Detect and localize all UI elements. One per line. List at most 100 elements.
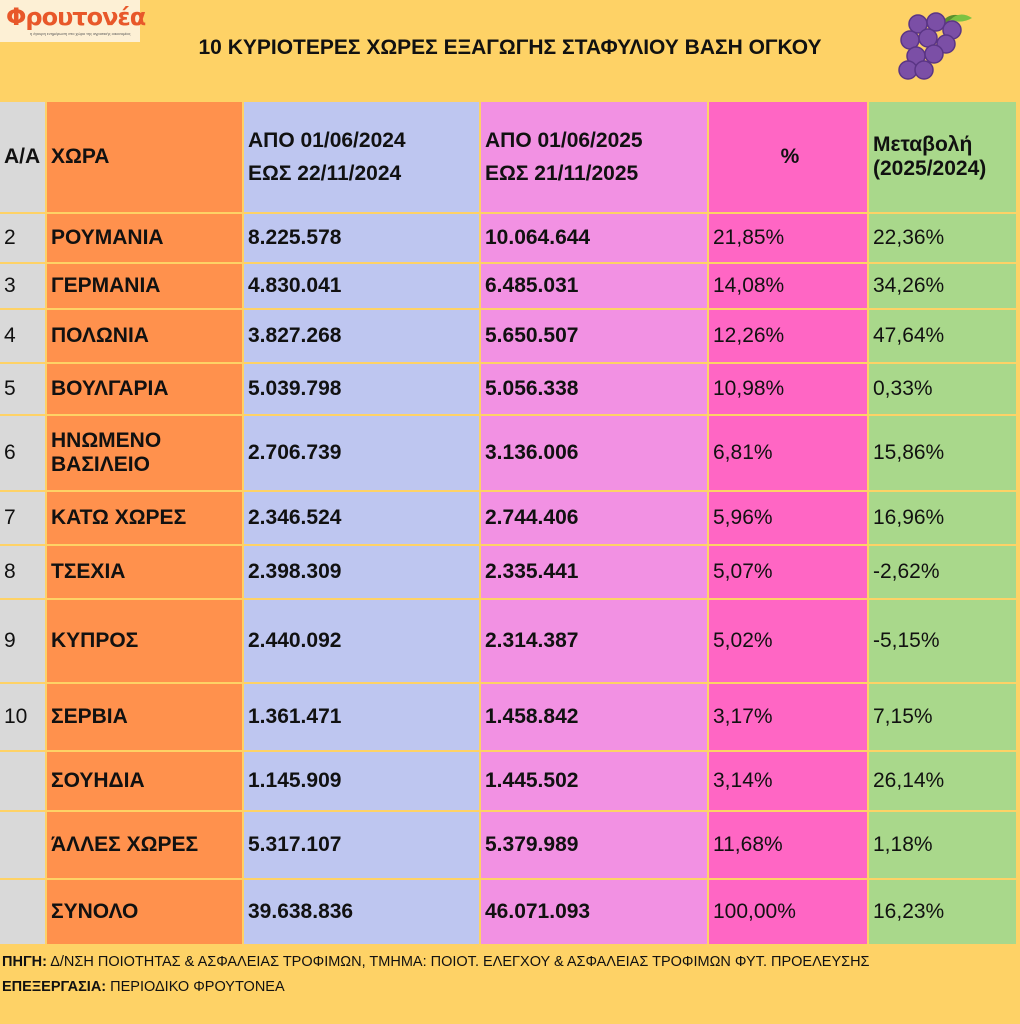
logo: Φρουτονέα η έγκυρη ενημέρωση στο χώρο τη… <box>0 0 146 42</box>
cell-aa: 7 <box>0 492 45 544</box>
cell-country: ΣΕΡΒΙΑ <box>47 684 242 750</box>
cell-aa: 5 <box>0 364 45 414</box>
cell-aa: 9 <box>0 600 45 682</box>
cell-share: 14,08% <box>709 264 867 308</box>
cell-y2025: 3.136.006 <box>481 416 707 490</box>
table-row: ΣΥΝΟΛΟ 39.638.836 46.071.093 100,00% 16,23% <box>0 880 1016 944</box>
cell-y2024: 8.225.578 <box>244 214 479 262</box>
cell-share: 5,96% <box>709 492 867 544</box>
cell-aa: 2 <box>0 214 45 262</box>
header-country: ΧΩΡΑ <box>47 102 242 212</box>
cell-aa: 6 <box>0 416 45 490</box>
processing-line: ΕΠΕΞΕΡΓΑΣΙΑ: ΠΕΡΙΟΔΙΚΟ ΦΡΟΥΤΟΝΕΑ <box>2 975 870 1000</box>
cell-y2024: 2.398.309 <box>244 546 479 598</box>
cell-change: 22,36% <box>869 214 1016 262</box>
header-change-label: Μεταβολή <box>873 133 973 156</box>
header-share: % <box>709 102 867 212</box>
header-2025-from: ΑΠΟ 01/06/2025 <box>485 129 643 152</box>
header-change: Μεταβολή (2025/2024) <box>869 102 1016 212</box>
header-change-period: (2025/2024) <box>873 157 987 180</box>
processing-label: ΕΠΕΞΕΡΓΑΣΙΑ: <box>2 979 107 995</box>
header-2024-from: ΑΠΟ 01/06/2024 <box>248 129 406 152</box>
cell-aa <box>0 880 45 944</box>
cell-country: ΠΟΛΩΝΙΑ <box>47 310 242 362</box>
cell-country: ΣΥΝΟΛΟ <box>47 880 242 944</box>
logo-tagline: η έγκυρη ενημέρωση στο χώρο της αγροτική… <box>30 31 131 36</box>
table-row: 9 ΚΥΠΡΟΣ 2.440.092 2.314.387 5,02% -5,15% <box>0 600 1016 682</box>
cell-aa: 4 <box>0 310 45 362</box>
table-header-row: Α/Α ΧΩΡΑ ΑΠΟ 01/06/2024 ΕΩΣ 22/11/2024 ΑΠ… <box>0 102 1016 212</box>
cell-y2024: 2.440.092 <box>244 600 479 682</box>
cell-y2025: 2.314.387 <box>481 600 707 682</box>
cell-change: 26,14% <box>869 752 1016 810</box>
cell-y2024: 2.706.739 <box>244 416 479 490</box>
cell-aa: 3 <box>0 264 45 308</box>
cell-y2024: 1.361.471 <box>244 684 479 750</box>
cell-change: 34,26% <box>869 264 1016 308</box>
cell-aa <box>0 812 45 878</box>
cell-share: 21,85% <box>709 214 867 262</box>
table-row: 5 ΒΟΥΛΓΑΡΙΑ 5.039.798 5.056.338 10,98% 0,33% <box>0 364 1016 414</box>
cell-change: 1,18% <box>869 812 1016 878</box>
cell-y2024: 5.317.107 <box>244 812 479 878</box>
cell-country: ΗΝΩΜΕΝΟ ΒΑΣΙΛΕΙΟ <box>47 416 242 490</box>
header-2025-to: ΕΩΣ 21/11/2025 <box>485 162 639 185</box>
cell-change: 7,15% <box>869 684 1016 750</box>
cell-aa: 10 <box>0 684 45 750</box>
cell-share: 5,02% <box>709 600 867 682</box>
cell-country: ΒΟΥΛΓΑΡΙΑ <box>47 364 242 414</box>
cell-y2024: 4.830.041 <box>244 264 479 308</box>
cell-change: 16,23% <box>869 880 1016 944</box>
cell-y2024: 3.827.268 <box>244 310 479 362</box>
cell-share: 3,14% <box>709 752 867 810</box>
cell-y2025: 6.485.031 <box>481 264 707 308</box>
header-2024-to: ΕΩΣ 22/11/2024 <box>248 162 402 185</box>
table-row: 4 ΠΟΛΩΝΙΑ 3.827.268 5.650.507 12,26% 47,64% <box>0 310 1016 362</box>
cell-y2024: 39.638.836 <box>244 880 479 944</box>
cell-y2025: 5.379.989 <box>481 812 707 878</box>
table-row: 3 ΓΕΡΜΑΝΙΑ 4.830.041 6.485.031 14,08% 34,26% <box>0 264 1016 308</box>
cell-y2024: 1.145.909 <box>244 752 479 810</box>
cell-aa <box>0 752 45 810</box>
cell-y2025: 5.650.507 <box>481 310 707 362</box>
cell-country: ΆΛΛΕΣ ΧΩΡΕΣ <box>47 812 242 878</box>
cell-y2024: 5.039.798 <box>244 364 479 414</box>
cell-share: 6,81% <box>709 416 867 490</box>
page-title: 10 ΚΥΡΙΟΤΕΡΕΣ ΧΩΡΕΣ ΕΞΑΓΩΓΗΣ ΣΤΑΦΥΛΙΟΥ Β… <box>198 36 822 59</box>
table-row: 2 ΡΟΥΜΑΝΙΑ 8.225.578 10.064.644 21,85% 22,36% <box>0 214 1016 262</box>
cell-country: ΤΣΕΧΙΑ <box>47 546 242 598</box>
cell-country: ΚΑΤΩ ΧΩΡΕΣ <box>47 492 242 544</box>
cell-share: 11,68% <box>709 812 867 878</box>
cell-share: 5,07% <box>709 546 867 598</box>
processing-text: ΠΕΡΙΟΔΙΚΟ ΦΡΟΥΤΟΝΕΑ <box>106 979 285 995</box>
footer: ΠΗΓΗ: Δ/ΝΣΗ ΠΟΙΟΤΗΤΑΣ & ΑΣΦΑΛΕΙΑΣ ΤΡΟΦΙΜ… <box>2 950 870 1000</box>
source-label: ΠΗΓΗ: <box>2 954 47 970</box>
cell-change: -5,15% <box>869 600 1016 682</box>
cell-country: ΓΕΡΜΑΝΙΑ <box>47 264 242 308</box>
grapes-icon <box>898 12 972 80</box>
table-row: 6 ΗΝΩΜΕΝΟ ΒΑΣΙΛΕΙΟ 2.706.739 3.136.006 6,81%… <box>0 416 1016 490</box>
cell-country: ΡΟΥΜΑΝΙΑ <box>47 214 242 262</box>
table-row: ΣΟΥΗΔΙΑ 1.145.909 1.445.502 3,14% 26,14% <box>0 752 1016 810</box>
header-aa: Α/Α <box>0 102 45 212</box>
cell-y2025: 2.744.406 <box>481 492 707 544</box>
cell-y2025: 2.335.441 <box>481 546 707 598</box>
cell-change: 16,96% <box>869 492 1016 544</box>
cell-y2025: 5.056.338 <box>481 364 707 414</box>
cell-share: 3,17% <box>709 684 867 750</box>
source-text: Δ/ΝΣΗ ΠΟΙΟΤΗΤΑΣ & ΑΣΦΑΛΕΙΑΣ ΤΡΟΦΙΜΩΝ, ΤΜ… <box>46 954 870 970</box>
table-row: 8 ΤΣΕΧΙΑ 2.398.309 2.335.441 5,07% -2,62% <box>0 546 1016 598</box>
cell-share: 10,98% <box>709 364 867 414</box>
cell-y2025: 1.458.842 <box>481 684 707 750</box>
cell-share: 100,00% <box>709 880 867 944</box>
cell-aa: 8 <box>0 546 45 598</box>
cell-y2025: 1.445.502 <box>481 752 707 810</box>
logo-name: Φρουτονέα <box>6 3 146 31</box>
cell-y2025: 10.064.644 <box>481 214 707 262</box>
header-2025: ΑΠΟ 01/06/2025 ΕΩΣ 21/11/2025 <box>481 102 707 212</box>
cell-change: -2,62% <box>869 546 1016 598</box>
cell-change: 0,33% <box>869 364 1016 414</box>
table-row: 10 ΣΕΡΒΙΑ 1.361.471 1.458.842 3,17% 7,15% <box>0 684 1016 750</box>
cell-country: ΚΥΠΡΟΣ <box>47 600 242 682</box>
cell-country: ΣΟΥΗΔΙΑ <box>47 752 242 810</box>
